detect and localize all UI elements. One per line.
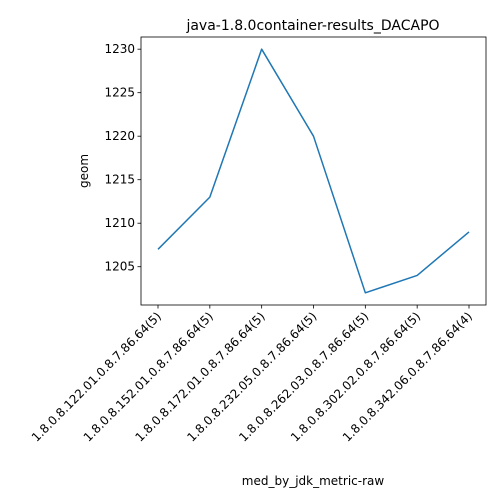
series-layer xyxy=(157,48,470,294)
y-tick-label: 1215 xyxy=(104,173,135,187)
y-tick-label: 1220 xyxy=(104,129,135,143)
y-axis: 1205 1210 1215 1220 1225 1230 xyxy=(104,42,141,274)
series-line xyxy=(157,48,470,294)
x-axis-label: med_by_jdk_metric-raw xyxy=(242,474,385,488)
y-tick-label: 1225 xyxy=(104,86,135,100)
chart-title: java-1.8.0container-results_DACAPO xyxy=(185,18,439,34)
x-axis: 1.8.0.8.122.01.0.8.7.86.64(5)1.8.0.8.152… xyxy=(29,305,475,445)
y-tick-label: 1210 xyxy=(104,216,135,230)
y-tick-label: 1205 xyxy=(104,260,135,274)
y-axis-label: geom xyxy=(77,154,91,188)
y-tick-label: 1230 xyxy=(104,42,135,56)
plot-area xyxy=(140,36,487,306)
